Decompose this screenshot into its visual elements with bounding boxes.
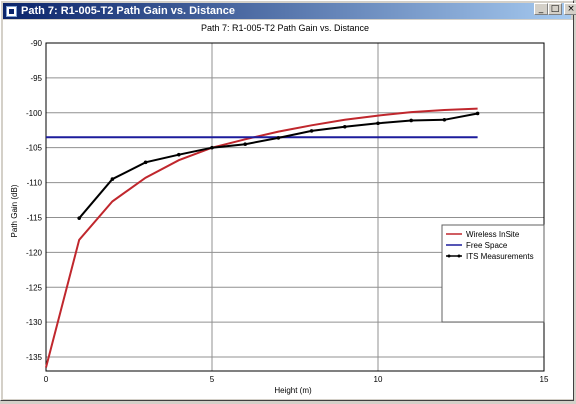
y-tick-label: -95 [30,74,42,83]
legend-label-2: Free Space [466,241,508,250]
y-tick-label: -115 [27,213,43,222]
x-axis-label: Height (m) [274,386,312,395]
series-point-3 [177,152,181,157]
minimize-button[interactable]: _ [534,3,548,15]
axis-ticks: 0 5 10 15 -90 -95 -100 -105 -110 -115 -120 -125 -130… [26,39,549,384]
y-tick-label: -100 [26,109,43,118]
path-gain-chart: Path 7: R1-005-T2 Path Gain vs. Distance… [10,23,549,395]
y-tick-label: -125 [26,283,43,292]
series-line-1 [45,107,478,368]
x-tick-label: 10 [374,375,383,384]
y-tick-label: -135 [26,353,43,362]
y-tick-label: -110 [27,179,43,188]
series-point-3 [110,177,115,181]
x-tick-label: 5 [210,375,215,384]
legend-marker [457,254,461,258]
close-button[interactable]: × [564,3,576,15]
legend-label-3: ITS Measurements [466,252,534,261]
legend-label-1: Wireless InSite [466,230,520,239]
series-point-3 [309,129,314,133]
series-line-3 [78,112,478,219]
series-point-3 [77,216,81,220]
series-point-3 [442,117,447,122]
series-lines [45,107,480,368]
x-tick-label: 0 [44,375,49,384]
series-point-3 [376,121,380,126]
maximize-button[interactable]: □ [548,3,562,15]
series-point-3 [143,160,148,165]
series-point-3 [475,111,480,116]
series-point-3 [409,118,414,123]
x-tick-label: 15 [540,375,549,384]
series-point-3 [210,145,214,150]
y-tick-label: -130 [26,318,43,327]
legend-marker [447,254,451,258]
window-title: Path 7: R1-005-T2 Path Gain vs. Distance [21,5,235,17]
series-point-3 [276,136,281,140]
legend: Wireless InSite Free Space ITS Measurement… [441,224,545,323]
y-tick-label: -120 [26,248,43,257]
app-window-icon [6,5,17,17]
series-point-3 [243,142,247,146]
y-tick-label: -90 [30,39,42,48]
chart-title: Path 7: R1-005-T2 Path Gain vs. Distance [201,23,369,33]
chart-area: Path 7: R1-005-T2 Path Gain vs. Distance… [3,20,573,399]
title-bar[interactable]: Path 7: R1-005-T2 Path Gain vs. Distance [3,3,571,19]
legend-box [441,224,545,323]
series-point-3 [343,124,347,129]
plot-frame [45,42,545,372]
y-tick-label: -105 [26,144,43,153]
y-axis-label: Path Gain (dB) [10,184,19,237]
